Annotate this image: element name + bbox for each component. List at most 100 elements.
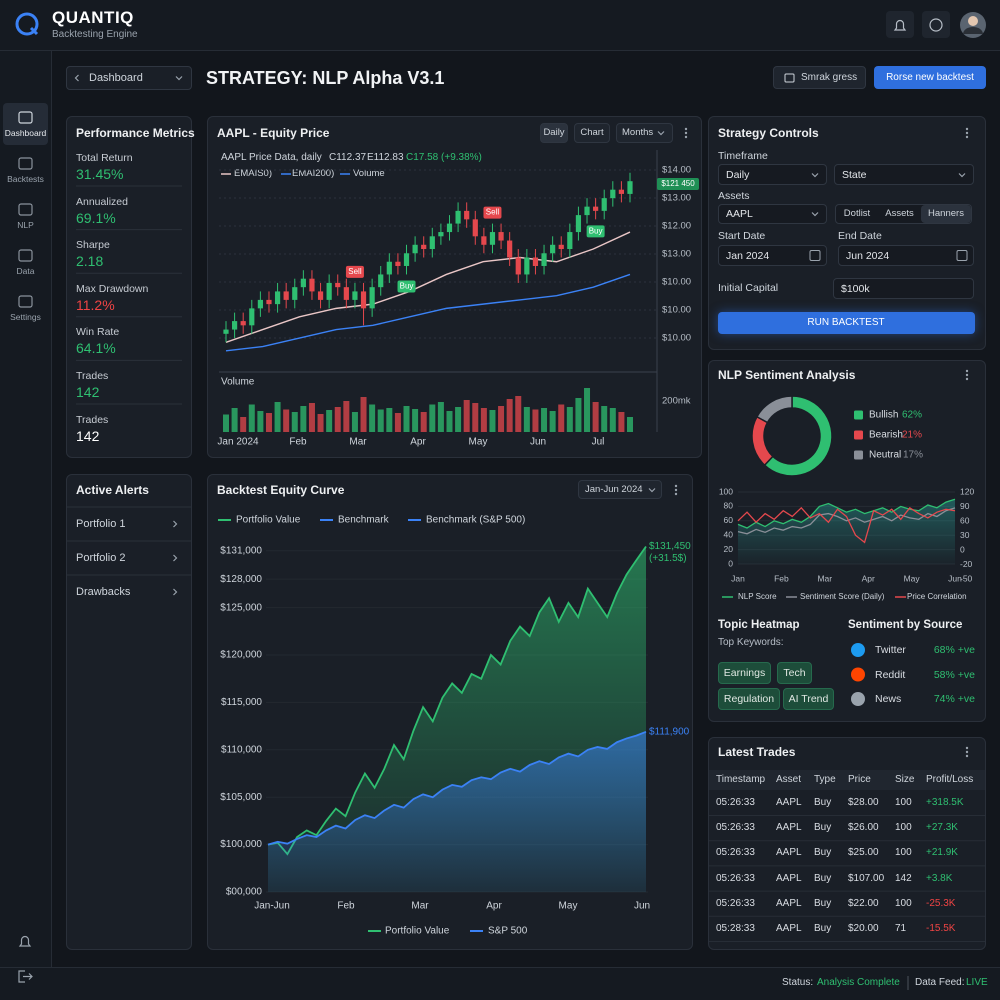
- table-cell: 71: [895, 923, 907, 934]
- table-cell: Buy: [814, 872, 832, 884]
- table-cell: $25.00: [848, 847, 879, 859]
- column-header: Size: [895, 774, 915, 785]
- controls-panel: [708, 116, 986, 350]
- panel-title: Latest Trades: [718, 745, 796, 759]
- date-input[interactable]: [718, 245, 827, 266]
- price-panel: [207, 116, 702, 458]
- table-cell: AAPL: [776, 847, 802, 859]
- range-select[interactable]: [578, 480, 662, 499]
- select[interactable]: [718, 204, 827, 224]
- chart-control-label[interactable]: Months: [622, 127, 654, 138]
- legend-title: AAPL Price Data, daily: [221, 152, 322, 163]
- help-button[interactable]: [922, 11, 950, 38]
- date-value[interactable]: Jun 2024: [846, 249, 890, 262]
- metric-value: 2.18: [76, 253, 104, 270]
- source-name: Reddit: [875, 668, 906, 681]
- section-title: Sentiment by Source: [848, 619, 963, 631]
- quote: E112.83: [367, 152, 404, 163]
- primary-button[interactable]: [874, 66, 986, 89]
- table-cell: Buy: [814, 847, 832, 859]
- secondary-button[interactable]: [773, 66, 866, 89]
- table-cell: 05:26:33: [716, 897, 755, 909]
- panel-title: Backtest Equity Curve: [217, 483, 345, 497]
- notifications-button[interactable]: [886, 11, 914, 38]
- table-cell: +27.3K: [926, 822, 958, 834]
- select[interactable]: [718, 164, 827, 185]
- capital-input[interactable]: [833, 278, 974, 299]
- select[interactable]: [834, 164, 974, 185]
- sidebar-item[interactable]: Data: [16, 266, 35, 276]
- brand: QUANTIQ: [52, 8, 134, 27]
- range-value[interactable]: Jan-Jun 2024: [585, 484, 643, 495]
- keyword-chip: [718, 688, 780, 710]
- table-cell: AAPL: [776, 872, 802, 884]
- metric-label: Annualized: [76, 195, 128, 208]
- sidebar-item[interactable]: Backtests: [7, 174, 44, 184]
- metric-value: 142: [76, 384, 100, 400]
- metric-value: 31.45%: [76, 166, 124, 182]
- header-bar: [0, 0, 1000, 51]
- section-subtitle: Top Keywords:: [718, 637, 784, 648]
- metric-value: 142: [76, 427, 100, 444]
- legend-label: EMAI200): [292, 168, 335, 179]
- select-value[interactable]: State: [842, 169, 867, 181]
- run-button[interactable]: [718, 312, 975, 334]
- feed-label: Data Feed:: [915, 977, 965, 988]
- select-value[interactable]: AAPL: [726, 208, 753, 220]
- subtitle: Backtesting Engine: [52, 29, 138, 40]
- table-cell: +3.8K: [926, 872, 953, 884]
- field-label: Timeframe: [718, 150, 768, 162]
- sidebar-item[interactable]: Dashboard: [4, 128, 47, 138]
- table-cell: +318.5K: [926, 797, 964, 808]
- keyword-chip: [718, 662, 771, 684]
- tab-active: [921, 205, 971, 223]
- chart-control-label[interactable]: Daily: [543, 127, 565, 138]
- table-cell: -25.3K: [926, 897, 956, 909]
- equity-panel: [207, 474, 693, 950]
- alert-item[interactable]: Portfolio 1: [76, 518, 126, 530]
- panel-title: Strategy Controls: [718, 126, 819, 140]
- select-value[interactable]: Daily: [726, 169, 750, 181]
- table-cell: AAPL: [776, 797, 802, 808]
- date-value[interactable]: Jan 2024: [726, 249, 770, 262]
- secondary-button-label[interactable]: Smrak gress: [801, 72, 858, 83]
- quote: C112.37: [329, 152, 367, 163]
- chart-control[interactable]: [540, 123, 568, 143]
- table-cell: 05:26:33: [716, 872, 755, 884]
- field-label: End Date: [838, 230, 882, 242]
- alert-item[interactable]: Drawbacks: [76, 586, 131, 598]
- run-button-label[interactable]: RUN BACKTEST: [807, 317, 885, 328]
- keyword-chip: [783, 688, 834, 710]
- table-cell: $22.00: [848, 897, 879, 909]
- sidebar-item[interactable]: Settings: [10, 312, 41, 322]
- sidebar-item[interactable]: NLP: [17, 220, 34, 230]
- performance-panel: [66, 116, 192, 458]
- table-cell: 05:26:33: [716, 847, 755, 859]
- chart-control[interactable]: [616, 123, 673, 143]
- source-name: News: [875, 693, 902, 705]
- sidebar-item-active[interactable]: [3, 103, 48, 145]
- table-cell: 142: [895, 872, 912, 884]
- metric-label: Trades: [76, 370, 109, 382]
- breadcrumb: Dashboard: [89, 72, 143, 84]
- tab[interactable]: Hanners: [928, 208, 964, 219]
- date-input[interactable]: [838, 245, 974, 266]
- tab[interactable]: Assets: [885, 208, 914, 219]
- breadcrumb-select[interactable]: [66, 66, 192, 90]
- column-header: Timestamp: [716, 774, 766, 785]
- tab[interactable]: Dotlist: [843, 208, 871, 219]
- status-bar: [0, 967, 1000, 1000]
- chart-control[interactable]: [574, 123, 610, 143]
- panel-title: Active Alerts: [76, 483, 149, 497]
- primary-button-label[interactable]: Rorse new backtest: [886, 72, 974, 83]
- source-value: 68% +ve: [933, 644, 975, 656]
- table-cell: AAPL: [776, 923, 802, 934]
- field-label: Start Date: [718, 230, 766, 242]
- capital-value[interactable]: $100k: [841, 282, 870, 295]
- alert-item[interactable]: Portfolio 2: [76, 552, 126, 564]
- metric-label: Win Rate: [76, 326, 120, 339]
- chart-control-label[interactable]: Chart: [580, 127, 604, 138]
- metric-value: 69.1%: [76, 209, 116, 226]
- table-cell: 100: [895, 847, 912, 859]
